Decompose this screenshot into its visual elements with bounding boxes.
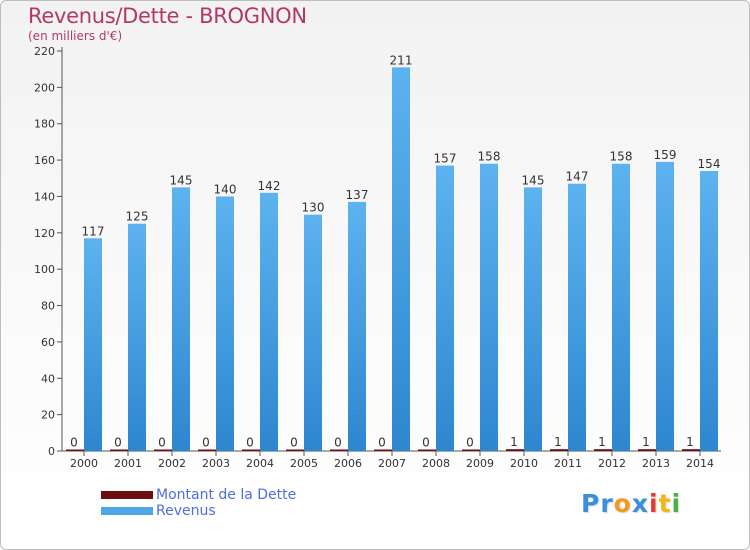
bar-revenue-label: 158: [610, 150, 633, 164]
proxiti-logo: Proxiti: [581, 489, 682, 518]
bar-revenue-label: 154: [698, 157, 721, 171]
x-tick-label: 2012: [598, 457, 626, 470]
y-tick-label: 120: [34, 227, 55, 240]
bar-revenue-label: 145: [170, 173, 193, 187]
x-tick-label: 2003: [202, 457, 230, 470]
y-tick-label: 40: [41, 372, 55, 385]
bar-revenue-label: 157: [434, 152, 457, 166]
bar-debt-label: 0: [246, 436, 254, 450]
bar-debt: [198, 449, 216, 451]
bar-revenue: [480, 163, 498, 451]
y-tick-label: 220: [34, 45, 55, 58]
y-tick-label: 200: [34, 81, 55, 94]
x-tick-label: 2013: [642, 457, 670, 470]
y-tick-label: 180: [34, 118, 55, 131]
bar-debt-label: 0: [334, 436, 342, 450]
bar-debt: [682, 449, 700, 451]
bar-revenue: [568, 183, 586, 451]
bar-revenue: [436, 165, 454, 451]
bar-revenue-label: 142: [258, 179, 281, 193]
x-tick-label: 2011: [554, 457, 582, 470]
bar-revenue: [392, 67, 410, 451]
bar-revenue-label: 117: [82, 224, 105, 238]
bar-revenue: [84, 238, 102, 451]
bar-revenue-label: 147: [566, 170, 589, 184]
legend-swatch-revenue: [101, 507, 153, 515]
bar-debt-label: 1: [598, 435, 606, 449]
bar-debt: [66, 449, 84, 451]
y-tick-label: 140: [34, 190, 55, 203]
y-tick-label: 80: [41, 300, 55, 313]
legend-label-revenue: Revenus: [156, 503, 216, 519]
bar-revenue-label: 140: [214, 182, 237, 196]
bar-debt-label: 0: [158, 436, 166, 450]
y-tick-label: 20: [41, 409, 55, 422]
x-tick-label: 2014: [686, 457, 714, 470]
bar-revenue: [128, 223, 146, 451]
x-tick-label: 2006: [334, 457, 362, 470]
chart-title: Revenus/Dette - BROGNON: [28, 4, 307, 28]
bar-debt: [550, 449, 568, 451]
bar-debt-label: 0: [422, 436, 430, 450]
bar-revenue: [524, 187, 542, 451]
bar-debt: [374, 449, 392, 451]
x-tick-label: 2009: [466, 457, 494, 470]
bar-debt: [506, 449, 524, 451]
bar-revenue: [172, 187, 190, 451]
bar-revenue: [260, 192, 278, 451]
bar-debt: [242, 449, 260, 451]
x-tick-label: 2004: [246, 457, 274, 470]
x-tick-label: 2010: [510, 457, 538, 470]
y-tick-label: 100: [34, 263, 55, 276]
legend-swatch-debt: [101, 491, 153, 499]
bar-debt: [110, 449, 128, 451]
x-tick-label: 2007: [378, 457, 406, 470]
bar-debt: [418, 449, 436, 451]
bar-debt: [154, 449, 172, 451]
bar-revenue: [216, 196, 234, 451]
bar-debt: [594, 449, 612, 451]
bar-revenue-label: 125: [126, 210, 149, 224]
y-tick-label: 60: [41, 336, 55, 349]
bar-debt-label: 1: [642, 435, 650, 449]
bar-revenue-label: 130: [302, 201, 325, 215]
bar-debt-label: 0: [290, 436, 298, 450]
bar-revenue: [656, 161, 674, 451]
bar-revenue: [612, 163, 630, 451]
bar-debt-label: 1: [686, 435, 694, 449]
bar-revenue: [304, 214, 322, 451]
bar-debt-label: 0: [466, 436, 474, 450]
bar-debt-label: 1: [510, 435, 518, 449]
bar-revenue-label: 159: [654, 148, 677, 162]
x-tick-label: 2005: [290, 457, 318, 470]
bar-revenue-label: 211: [390, 53, 413, 67]
y-tick-label: 160: [34, 154, 55, 167]
legend-label-debt: Montant de la Dette: [156, 487, 297, 503]
bar-revenue-label: 137: [346, 188, 369, 202]
x-tick-label: 2001: [114, 457, 142, 470]
x-tick-label: 2008: [422, 457, 450, 470]
bar-debt-label: 0: [202, 436, 210, 450]
bar-debt-label: 1: [554, 435, 562, 449]
chart-subtitle: (en milliers d'€): [28, 29, 123, 43]
bar-revenue-label: 158: [478, 150, 501, 164]
x-tick-label: 2000: [70, 457, 98, 470]
bar-debt: [638, 449, 656, 451]
bar-debt-label: 0: [378, 436, 386, 450]
bar-debt: [286, 449, 304, 451]
y-tick-label: 0: [48, 445, 55, 458]
bar-revenue: [348, 201, 366, 451]
bar-debt-label: 0: [114, 436, 122, 450]
bar-debt: [330, 449, 348, 451]
bar-revenue: [700, 171, 718, 451]
bar-revenue-label: 145: [522, 173, 545, 187]
bar-debt: [462, 449, 480, 451]
x-tick-label: 2002: [158, 457, 186, 470]
bar-debt-label: 0: [70, 436, 78, 450]
